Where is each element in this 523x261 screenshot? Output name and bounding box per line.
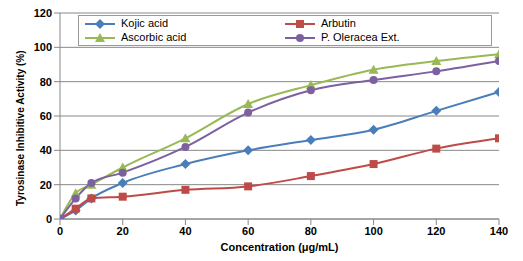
svg-text:40: 40	[179, 225, 191, 237]
svg-text:80: 80	[305, 225, 317, 237]
svg-text:Tyrosinase Inhibitive Activity: Tyrosinase Inhibitive Activity (%)	[15, 50, 26, 206]
svg-text:0: 0	[46, 213, 52, 225]
svg-text:100: 100	[34, 41, 52, 53]
html-text:P. Oleracea Ext.: P. Oleracea Ext.	[321, 31, 400, 43]
html-text:Kojic acid: Kojic acid	[121, 17, 169, 29]
html-text:Ascorbic acid: Ascorbic acid	[121, 31, 187, 43]
svg-text:120: 120	[34, 8, 52, 19]
svg-text:80: 80	[40, 76, 52, 88]
svg-text:100: 100	[364, 225, 382, 237]
svg-text:20: 20	[40, 179, 52, 191]
svg-text:60: 60	[242, 225, 254, 237]
svg-text:120: 120	[427, 225, 445, 237]
svg-text:40: 40	[40, 144, 52, 156]
svg-text:0: 0	[57, 225, 63, 237]
html-text:Arbutin: Arbutin	[321, 17, 356, 29]
svg-text:60: 60	[40, 110, 52, 122]
svg-text:Concentration (μg/mL): Concentration (μg/mL)	[221, 241, 339, 253]
svg-text:140: 140	[490, 225, 508, 237]
svg-text:20: 20	[117, 225, 129, 237]
